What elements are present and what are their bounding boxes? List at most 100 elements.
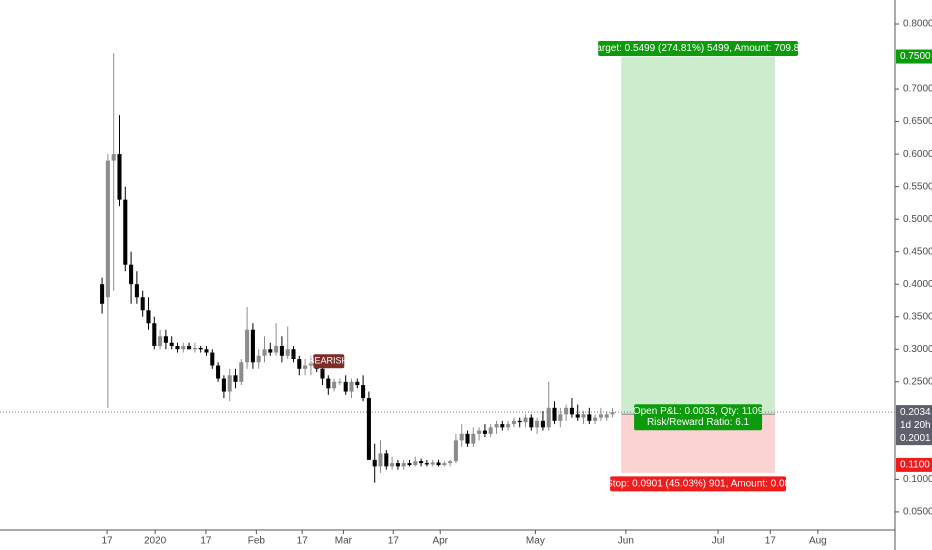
candle-body [448, 461, 453, 464]
candle-body [291, 349, 296, 360]
x-tick-label: 17 [765, 536, 777, 547]
candle-body [337, 381, 342, 383]
candle-body [268, 349, 273, 353]
candle-body [384, 453, 389, 467]
candle-body [163, 336, 168, 343]
candle-body [407, 463, 412, 466]
candle-body [372, 459, 377, 467]
candle-body [419, 461, 424, 464]
stop-label-box [610, 476, 787, 492]
candle-body [569, 407, 574, 415]
candle-body [558, 414, 563, 421]
candle-body [100, 284, 105, 304]
annotation-label: BEARISH [309, 356, 349, 366]
candle-body [187, 346, 192, 350]
x-tick-label: 17 [388, 536, 400, 547]
candle-body [239, 362, 244, 382]
candle-body [401, 463, 406, 467]
candle-body [453, 440, 458, 462]
candle-body [117, 154, 122, 200]
y-tick-label: 0.6500 [903, 116, 932, 127]
candle-body [332, 381, 337, 389]
target-axis-label-box [896, 49, 932, 64]
candle-body [285, 349, 290, 356]
candle-body [210, 352, 215, 366]
annotation-box [313, 354, 345, 369]
candle-body [511, 420, 516, 425]
target-label-box [598, 41, 799, 57]
target-axis-label: 0.7500 [900, 51, 931, 62]
candle-body [181, 346, 186, 350]
stop-axis-label-box [896, 457, 932, 472]
candle-body [297, 359, 302, 369]
candle-body [604, 414, 609, 418]
candle-body [129, 264, 134, 285]
candle-body [552, 407, 557, 421]
countdown-label: 1d 20h [900, 420, 931, 431]
candle-body [535, 420, 540, 428]
y-tick-label: 0.6000 [903, 149, 932, 160]
x-tick-label: Jun [618, 536, 634, 547]
y-tick-label: 0.5000 [903, 214, 932, 225]
x-tick-label: Mar [335, 536, 353, 547]
y-tick-label: 0.7000 [903, 84, 932, 95]
candle-body [245, 329, 250, 363]
candle-body [593, 417, 598, 421]
x-tick-label: Feb [248, 536, 266, 547]
y-tick-label: 0.4000 [903, 279, 932, 290]
candle-body [343, 381, 348, 392]
candle-body [506, 424, 511, 428]
candle-body [564, 407, 569, 415]
target-zone [621, 56, 775, 415]
candle-body [198, 347, 203, 350]
candle-body [546, 407, 551, 428]
candle-body [575, 414, 580, 418]
candle-body [279, 346, 284, 356]
x-tick-label: Apr [432, 536, 448, 547]
y-tick-label: 0.4500 [903, 246, 932, 257]
candle-body [303, 365, 308, 369]
x-tick-label: 17 [102, 536, 114, 547]
candle-body [221, 378, 226, 392]
candle-body [274, 346, 279, 353]
candle-body [320, 368, 325, 379]
candle-body [494, 424, 499, 428]
candle-body [326, 378, 331, 389]
x-tick-label: 17 [200, 536, 212, 547]
candle-body [227, 375, 232, 392]
candle-body [598, 414, 603, 418]
candle-body [169, 342, 174, 347]
y-tick-label: 0.3500 [903, 311, 932, 322]
y-tick-label: 0.0500 [903, 507, 932, 518]
last-price-label: 0.2034 [900, 407, 931, 418]
candle-body [482, 430, 487, 434]
candle-body [390, 463, 395, 467]
candle-body [140, 297, 145, 311]
x-tick-label: Aug [809, 536, 827, 547]
candle-body [355, 381, 360, 386]
candle-body [349, 381, 354, 392]
y-tick-label: 0.1000 [903, 474, 932, 485]
pnl-label: Open P&L: 0.0033, Qty: 1109 [633, 406, 764, 417]
candle-body [442, 463, 447, 466]
candle-body [378, 453, 383, 467]
candle-body [233, 375, 238, 382]
candle-body [587, 414, 592, 421]
candle-body [610, 412, 615, 415]
candle-body [471, 433, 476, 444]
x-tick-label: 17 [297, 536, 309, 547]
candle-body [204, 349, 209, 353]
candle-body [366, 398, 371, 460]
candle-body [262, 349, 267, 356]
candle-body [105, 160, 110, 298]
candle-body [523, 417, 528, 423]
candle-body [158, 336, 163, 347]
candle-body [308, 362, 313, 366]
candle-body [146, 310, 151, 324]
candle-body [152, 323, 157, 347]
candle-body [361, 385, 366, 399]
rr-label: Risk/Reward Ratio: 6.1 [647, 417, 750, 428]
last-price-box [896, 405, 932, 446]
candle-body [529, 417, 534, 428]
candle-body [123, 199, 128, 265]
